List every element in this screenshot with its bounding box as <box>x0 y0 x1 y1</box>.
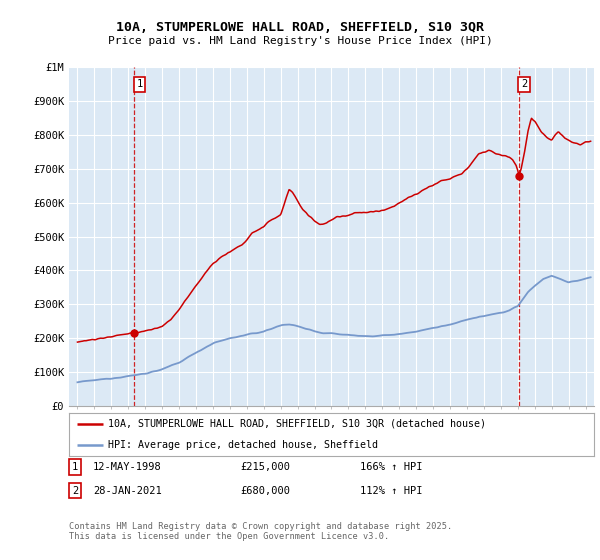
Text: 10A, STUMPERLOWE HALL ROAD, SHEFFIELD, S10 3QR (detached house): 10A, STUMPERLOWE HALL ROAD, SHEFFIELD, S… <box>109 419 487 428</box>
Text: 2: 2 <box>521 79 527 89</box>
Text: Price paid vs. HM Land Registry's House Price Index (HPI): Price paid vs. HM Land Registry's House … <box>107 36 493 46</box>
Text: 112% ↑ HPI: 112% ↑ HPI <box>360 486 422 496</box>
Text: HPI: Average price, detached house, Sheffield: HPI: Average price, detached house, Shef… <box>109 441 379 450</box>
Text: Contains HM Land Registry data © Crown copyright and database right 2025.
This d: Contains HM Land Registry data © Crown c… <box>69 522 452 542</box>
Text: 12-MAY-1998: 12-MAY-1998 <box>93 462 162 472</box>
Text: £215,000: £215,000 <box>240 462 290 472</box>
Text: 28-JAN-2021: 28-JAN-2021 <box>93 486 162 496</box>
Text: £680,000: £680,000 <box>240 486 290 496</box>
Text: 1: 1 <box>136 79 143 89</box>
Text: 2: 2 <box>72 486 78 496</box>
Text: 1: 1 <box>72 462 78 472</box>
Text: 10A, STUMPERLOWE HALL ROAD, SHEFFIELD, S10 3QR: 10A, STUMPERLOWE HALL ROAD, SHEFFIELD, S… <box>116 21 484 34</box>
Text: 166% ↑ HPI: 166% ↑ HPI <box>360 462 422 472</box>
